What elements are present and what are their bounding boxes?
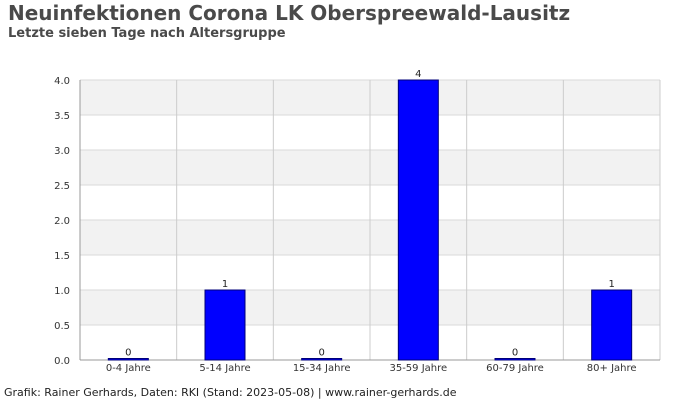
chart-title: Neuinfektionen Corona LK Oberspreewald-L… [8, 1, 571, 25]
x-tick-label: 15-34 Jahre [293, 363, 351, 374]
y-tick-label: 1.5 [54, 251, 70, 262]
data-label: 1 [608, 279, 614, 290]
data-label: 0 [318, 348, 324, 359]
x-tick-label: 80+ Jahre [587, 363, 637, 374]
y-tick-label: 2.0 [54, 216, 70, 227]
y-tick-label: 0.5 [54, 321, 70, 332]
bar-60-79-jahre [494, 358, 536, 361]
data-label: 1 [222, 279, 228, 290]
footer-credit: Grafik: Rainer Gerhards, Daten: RKI (Sta… [4, 386, 457, 399]
bar-80-jahre [591, 289, 633, 361]
data-label: 0 [125, 348, 131, 359]
bar-5-14-jahre [204, 289, 246, 361]
bar-0-4-jahre [107, 358, 149, 361]
y-tick-label: 0.0 [54, 356, 70, 367]
y-tick-label: 2.5 [54, 181, 70, 192]
chart-subtitle: Letzte sieben Tage nach Altersgruppe [8, 26, 286, 41]
x-tick-label: 0-4 Jahre [106, 363, 151, 374]
x-tick-label: 60-79 Jahre [486, 363, 544, 374]
bar-15-34-jahre [301, 358, 343, 361]
y-tick-label: 1.0 [54, 286, 70, 297]
bar-35-59-jahre [397, 79, 439, 361]
y-tick-label: 3.0 [54, 146, 70, 157]
x-tick-label: 35-59 Jahre [389, 363, 447, 374]
y-tick-label: 3.5 [54, 111, 70, 122]
data-label: 4 [415, 69, 421, 80]
x-tick-label: 5-14 Jahre [199, 363, 250, 374]
y-tick-label: 4.0 [54, 76, 70, 87]
data-label: 0 [512, 348, 518, 359]
